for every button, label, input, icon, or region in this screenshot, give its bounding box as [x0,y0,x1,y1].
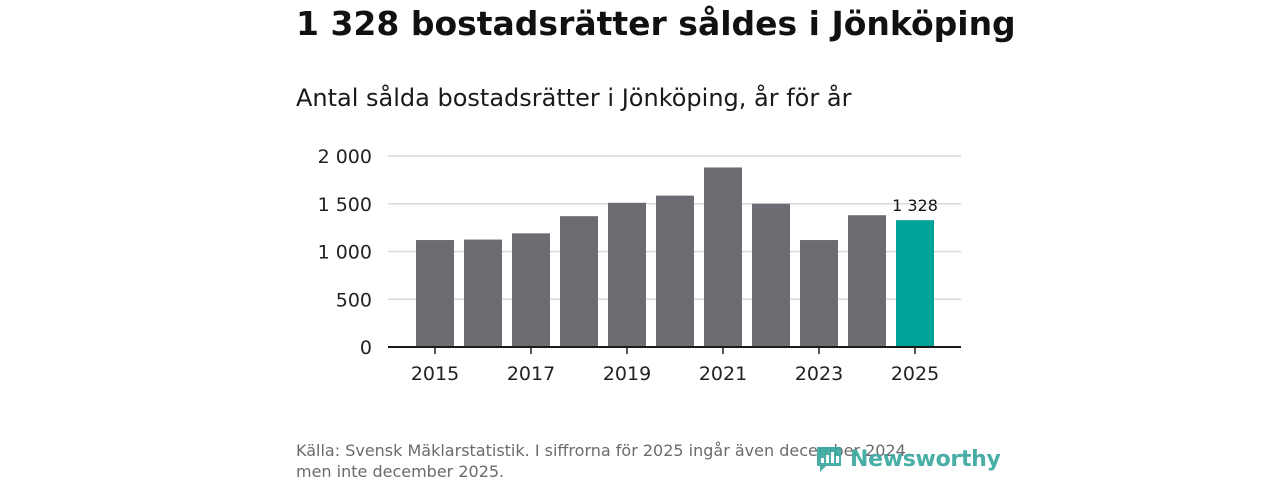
x-tick-label: 2019 [603,363,651,385]
bar-chart: 0 500 1 000 1 500 2 000 1 328 2015 2017 2019 2021… [318,146,961,385]
x-tick-label: 2023 [795,363,843,385]
bar [800,240,838,347]
newsworthy-icon [817,447,841,472]
y-tick-label: 500 [336,289,372,311]
bar [656,195,694,347]
source-note: Källa: Svensk Mäklarstatistik. I siffror… [296,441,906,480]
data-label: 1 328 [892,196,938,215]
y-tick-label: 1 500 [318,194,372,216]
x-tick-label: 2015 [411,363,459,385]
bar [848,215,886,347]
y-tick-label: 2 000 [318,146,372,168]
bar [560,216,598,347]
bar [896,220,934,347]
x-tick-label: 2021 [699,363,747,385]
headline: 1 328 bostadsrätter såldes i Jönköping [296,4,1016,43]
bar [464,239,502,347]
bar [704,167,742,347]
x-tick-label: 2025 [891,363,939,385]
logo-text: Newsworthy [850,446,1001,472]
x-tick-label: 2017 [507,363,555,385]
bar [608,202,646,347]
bar [752,203,790,347]
y-tick-label: 1 000 [318,242,372,264]
y-tick-label: 0 [360,337,372,359]
newsworthy-logo[interactable]: Newsworthy [814,444,1001,474]
bar [416,240,454,347]
bar [512,233,550,347]
chart-title: Antal sålda bostadsrätter i Jönköping, å… [296,84,852,112]
